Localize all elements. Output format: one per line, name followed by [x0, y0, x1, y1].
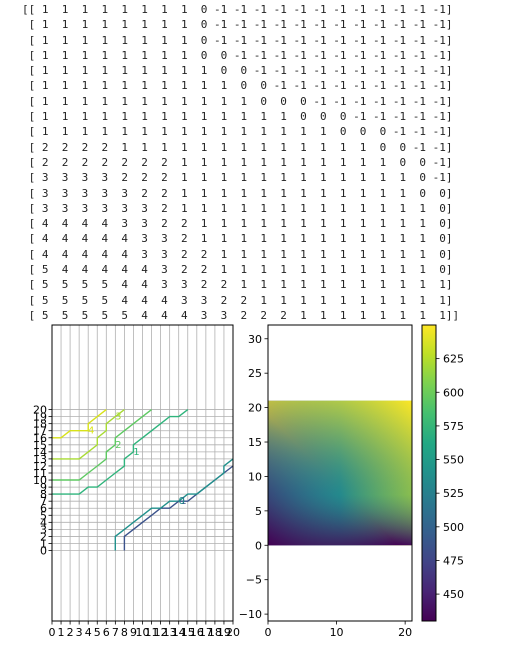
x-tick-label: 14 [172, 626, 186, 639]
y-tick-label: 20 [248, 402, 262, 415]
x-tick-label: 13 [163, 626, 177, 639]
colorbar-tick-label: 475 [443, 554, 464, 567]
y-tick-label: 12 [33, 460, 47, 473]
x-tick-label: 16 [190, 626, 204, 639]
y-tick-label: 1 [40, 537, 47, 550]
y-tick-label: 19 [33, 411, 47, 424]
y-tick-label: 25 [248, 367, 262, 380]
y-tick-label: 8 [40, 488, 47, 501]
colorbar-tick-label: 450 [443, 588, 464, 601]
colorbar-tick-label: 625 [443, 353, 464, 366]
x-tick-label: 2 [67, 626, 74, 639]
x-tick-label: 1 [58, 626, 65, 639]
y-tick-label: 15 [33, 439, 47, 452]
y-tick-label: 20 [33, 404, 47, 417]
contour-line-level-3 [52, 409, 125, 460]
heatmap-layer-2 [268, 400, 412, 546]
x-tick-label: 20 [398, 626, 412, 639]
y-tick-label: 10 [248, 470, 262, 483]
contour-label: 1 [133, 447, 139, 458]
contour-lines [52, 409, 234, 551]
heatmap-axes: 0 10 20 −10 −5 0 5 10 15 20 25 30 [239, 324, 413, 639]
y-tick-label: 13 [33, 453, 47, 466]
contour-line-level-0 [114, 458, 234, 551]
y-tick-label: 5 [40, 509, 47, 522]
contour-inline-labels: -10 1 2 3 4 [88, 412, 187, 508]
y-tick-label: −10 [239, 608, 262, 621]
x-tick-label: 7 [112, 626, 119, 639]
y-tick-label: 15 [248, 436, 262, 449]
y-tick-label: 10 [33, 474, 47, 487]
y-tick-label: 11 [33, 467, 47, 480]
x-tick-label: 11 [145, 626, 159, 639]
colorbar-frame [421, 324, 437, 622]
y-tick-label: 2 [40, 530, 47, 543]
heatmap-y-ticks: −10 −5 0 5 10 15 20 25 30 [239, 333, 268, 621]
heatmap-x-ticks: 0 10 20 [265, 621, 412, 639]
y-tick-label: 6 [40, 502, 47, 515]
x-tick-label: 12 [154, 626, 168, 639]
x-tick-label: 0 [265, 626, 272, 639]
x-tick-label: 19 [217, 626, 231, 639]
colorbar-tick-label: 575 [443, 420, 464, 433]
y-tick-label: 16 [33, 432, 47, 445]
contour-grid [51, 325, 234, 621]
colorbar-ticks: 450 475 500 525 550 575 600 625 [436, 353, 464, 601]
colorbar-tick-label: 550 [443, 454, 464, 467]
x-tick-label: 17 [199, 626, 213, 639]
contour-label: -1 [177, 496, 187, 507]
y-tick-label: 9 [40, 481, 47, 494]
x-tick-label: 4 [85, 626, 92, 639]
contour-label: 4 [88, 426, 94, 437]
colorbar-tick-label: 500 [443, 521, 464, 534]
x-tick-label: 9 [130, 626, 137, 639]
x-tick-label: 3 [76, 626, 83, 639]
x-tick-label: 0 [49, 626, 56, 639]
contour-line-level-2 [52, 409, 153, 481]
heatmap-frame [267, 324, 413, 622]
colorbar-tick-label: 525 [443, 487, 464, 500]
contour-label: 2 [115, 440, 121, 451]
contour-line-level-4 [52, 409, 107, 439]
y-tick-label: 18 [33, 418, 47, 431]
x-tick-label: 18 [208, 626, 222, 639]
y-tick-label: 14 [33, 446, 47, 459]
y-tick-label: 3 [40, 523, 47, 536]
colorbar-gradient [422, 325, 436, 621]
colorbar-tick-label: 600 [443, 386, 464, 399]
y-tick-label: 0 [255, 539, 262, 552]
x-tick-label: 8 [121, 626, 128, 639]
contour-line-level-1 [52, 409, 189, 495]
y-tick-label: 5 [255, 505, 262, 518]
matrix-printout: [[ 1 1 1 1 1 1 1 1 0 -1 -1 -1 -1 -1 -1 -… [22, 3, 460, 322]
x-tick-label: 6 [103, 626, 110, 639]
contour-label: 0 [179, 496, 185, 507]
y-tick-label: 4 [40, 516, 47, 529]
x-tick-label: 20 [226, 626, 240, 639]
y-tick-label: 0 [40, 545, 47, 558]
colorbar: 450 475 500 525 550 575 600 625 [421, 324, 464, 622]
x-tick-label: 15 [181, 626, 195, 639]
x-tick-label: 10 [136, 626, 150, 639]
y-tick-label: 7 [40, 495, 47, 508]
y-tick-label: 30 [248, 333, 262, 346]
contour-label: 3 [115, 412, 121, 423]
x-tick-label: 5 [94, 626, 101, 639]
y-tick-label: −5 [246, 574, 262, 587]
x-tick-label: 10 [330, 626, 344, 639]
heatmap-image [268, 400, 412, 546]
y-tick-label: 17 [33, 425, 47, 438]
